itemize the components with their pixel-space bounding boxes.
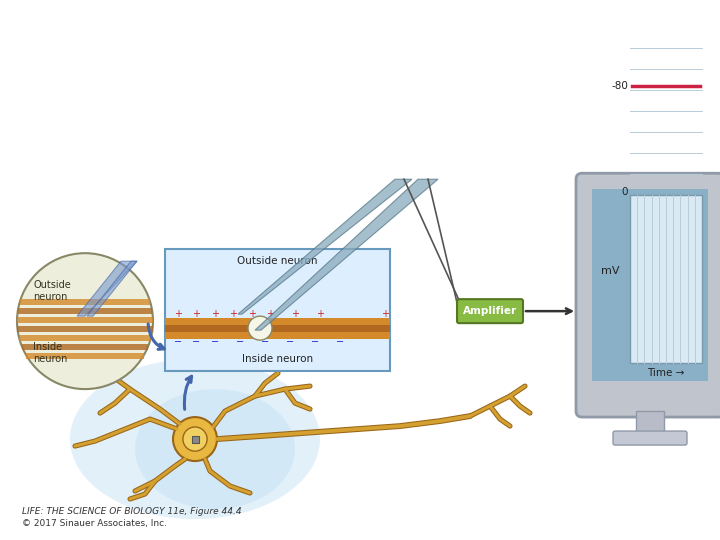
- Ellipse shape: [135, 389, 295, 509]
- Circle shape: [183, 427, 207, 451]
- Text: mV: mV: [600, 266, 619, 276]
- Text: Outside neuron: Outside neuron: [238, 256, 318, 266]
- Text: +: +: [211, 309, 219, 319]
- Ellipse shape: [70, 359, 320, 519]
- Text: Figure 44.4  Measuring the Membrane Potential: Figure 44.4 Measuring the Membrane Poten…: [9, 9, 403, 27]
- FancyBboxPatch shape: [613, 431, 687, 445]
- Text: −: −: [211, 337, 219, 347]
- Text: +: +: [248, 309, 256, 319]
- Bar: [165, 325, 390, 332]
- Text: LIFE: THE SCIENCE OF BIOLOGY 11e, Figure 44.4: LIFE: THE SCIENCE OF BIOLOGY 11e, Figure…: [22, 507, 242, 516]
- Text: −: −: [336, 337, 344, 347]
- Bar: [17, 326, 153, 332]
- Polygon shape: [255, 179, 438, 330]
- Polygon shape: [87, 261, 137, 316]
- Text: +: +: [174, 309, 182, 319]
- Text: Outside
neuron: Outside neuron: [33, 280, 71, 302]
- Circle shape: [17, 253, 153, 389]
- Text: -80: -80: [611, 81, 628, 91]
- Bar: [165, 332, 390, 339]
- Text: © 2017 Sinauer Associates, Inc.: © 2017 Sinauer Associates, Inc.: [22, 519, 167, 528]
- Text: −: −: [311, 337, 319, 347]
- Bar: [192, 436, 199, 443]
- Bar: [26, 353, 144, 359]
- Text: +: +: [381, 309, 389, 319]
- Circle shape: [173, 417, 217, 461]
- Bar: [630, 195, 702, 363]
- Text: −: −: [236, 337, 244, 347]
- Bar: [636, 411, 664, 433]
- Text: +: +: [316, 309, 324, 319]
- Text: 0: 0: [621, 187, 628, 197]
- Text: −: −: [261, 337, 269, 347]
- Text: +: +: [266, 309, 274, 319]
- FancyBboxPatch shape: [457, 299, 523, 323]
- Text: +: +: [192, 309, 200, 319]
- Text: +: +: [229, 309, 237, 319]
- Bar: [165, 249, 390, 371]
- Text: Amplifier: Amplifier: [463, 306, 517, 316]
- Text: Inside
neuron: Inside neuron: [33, 342, 68, 364]
- Bar: [22, 344, 148, 350]
- Bar: [165, 318, 390, 325]
- Bar: [18, 308, 152, 314]
- Text: −: −: [192, 337, 200, 347]
- Text: Time →: Time →: [647, 368, 685, 378]
- Bar: [592, 189, 708, 381]
- Text: −: −: [286, 337, 294, 347]
- Text: −: −: [174, 337, 182, 347]
- Text: Inside neuron: Inside neuron: [242, 354, 313, 364]
- Polygon shape: [238, 179, 412, 314]
- Bar: [17, 317, 153, 323]
- Bar: [20, 299, 150, 305]
- Circle shape: [248, 316, 272, 340]
- FancyBboxPatch shape: [576, 173, 720, 417]
- Polygon shape: [77, 261, 137, 316]
- Bar: [19, 335, 151, 341]
- Text: +: +: [291, 309, 299, 319]
